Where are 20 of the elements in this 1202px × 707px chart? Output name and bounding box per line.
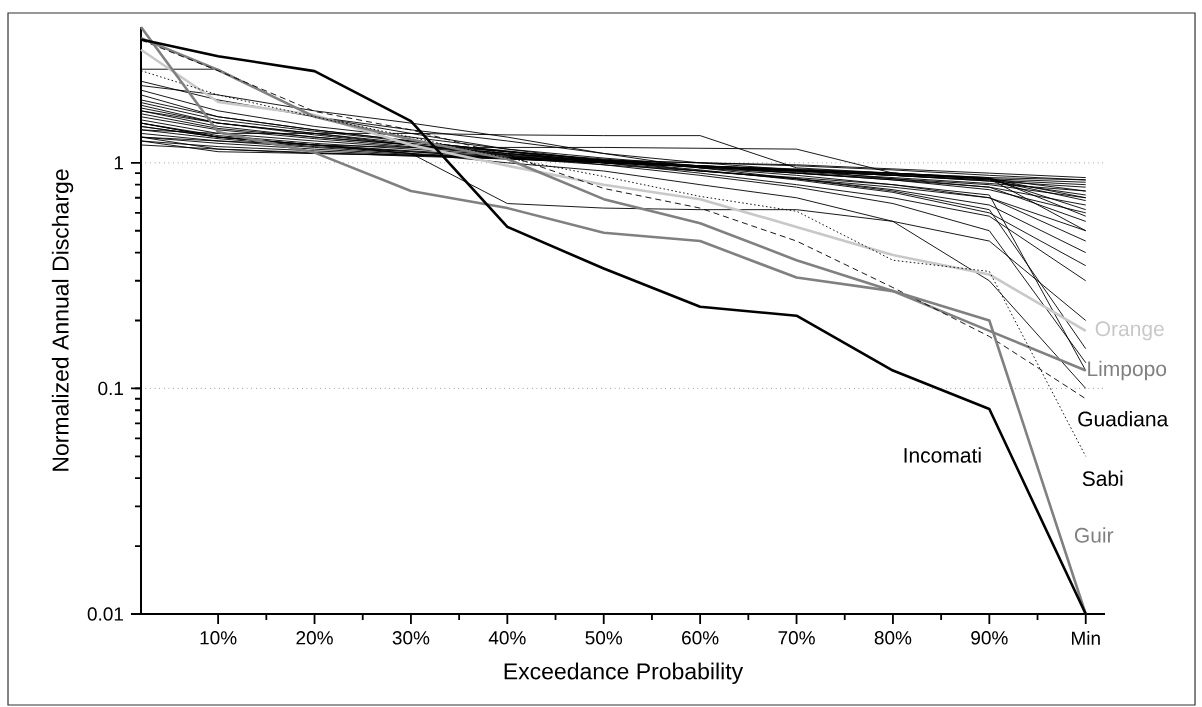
y-tick-label: 0.01 bbox=[87, 607, 123, 621]
x-tick-label: 60% bbox=[682, 631, 719, 645]
series-label: Guadiana bbox=[1078, 411, 1169, 427]
x-tick-label: 80% bbox=[874, 631, 912, 645]
series-label: Sabi bbox=[1082, 470, 1123, 487]
x-tick-label: 40% bbox=[488, 631, 526, 645]
x-tick-label: 20% bbox=[296, 631, 333, 645]
y-tick-label: 1 bbox=[114, 156, 123, 170]
y-axis-title: Normalized Annual Discharge bbox=[51, 169, 74, 471]
series-label: Guir bbox=[1074, 527, 1114, 543]
x-tick-label: 70% bbox=[778, 631, 815, 645]
series-label: Limpopo bbox=[1088, 360, 1167, 381]
x-tick-label: 30% bbox=[392, 631, 430, 645]
x-tick-label: 90% bbox=[971, 631, 1008, 645]
y-tick-label: 0.1 bbox=[98, 381, 123, 396]
series-label: Incomati bbox=[904, 447, 981, 463]
x-tick-label: Min bbox=[1072, 631, 1100, 645]
x-axis-title: Exceedance Probability bbox=[504, 662, 744, 685]
x-tick-label: 10% bbox=[200, 631, 237, 645]
x-tick-label: 50% bbox=[585, 631, 623, 645]
